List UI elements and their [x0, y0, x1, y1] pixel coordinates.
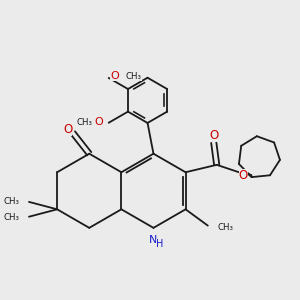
Text: O: O [239, 169, 248, 182]
Text: CH₃: CH₃ [3, 213, 20, 222]
Text: CH₃: CH₃ [126, 72, 142, 81]
Text: CH₃: CH₃ [3, 197, 20, 206]
Text: N: N [148, 235, 157, 245]
Text: H: H [157, 239, 164, 249]
Text: O: O [209, 129, 218, 142]
Text: O: O [94, 117, 103, 127]
Text: O: O [110, 71, 119, 81]
Text: CH₃: CH₃ [76, 118, 92, 127]
Text: O: O [63, 124, 72, 136]
Text: CH₃: CH₃ [218, 223, 233, 232]
